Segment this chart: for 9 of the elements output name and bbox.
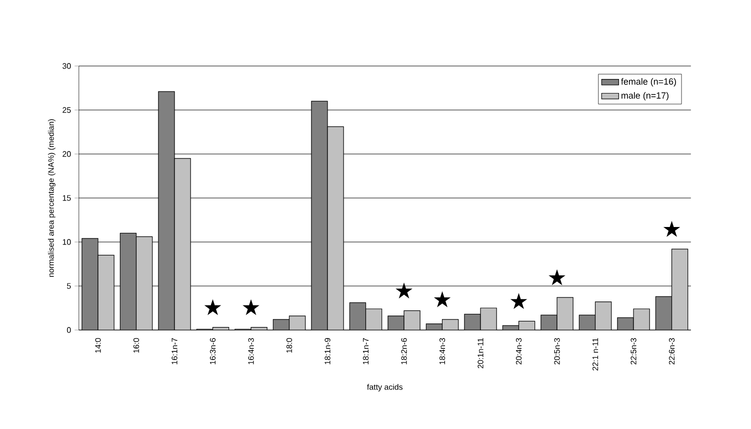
annotation: ★: [204, 299, 222, 316]
annotation: ★: [396, 282, 412, 298]
legend-label: female (n=16): [621, 78, 676, 86]
annotation: ★: [548, 269, 566, 286]
annotation: ★: [434, 291, 451, 308]
annotation: ★: [510, 293, 528, 309]
annotation: ★: [663, 220, 680, 237]
legend-label: male (n=17): [622, 92, 668, 100]
annotation: ★: [242, 299, 260, 316]
